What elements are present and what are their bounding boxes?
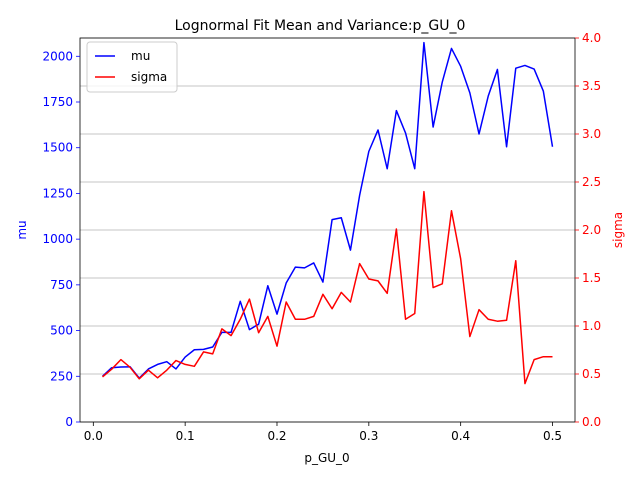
x-tick-label: 0.2	[267, 429, 286, 443]
x-axis: 0.0 0.1 0.2 0.3 0.4 0.5	[84, 422, 562, 443]
x-axis-title: p_GU_0	[304, 451, 349, 465]
y-left-tick-label: 1000	[42, 232, 73, 246]
y-right-tick-label: 1.5	[582, 271, 601, 285]
series-line-sigma	[102, 190, 553, 385]
series-layer	[101, 41, 554, 385]
legend: mu sigma	[86, 41, 178, 93]
chart-title: Lognormal Fit Mean and Variance:p_GU_0	[175, 18, 466, 34]
y-left-tick-label: 250	[50, 369, 73, 383]
legend-box	[86, 41, 178, 93]
y-left-tick-label: 750	[50, 278, 73, 292]
y-right-tick-label: 1.0	[582, 319, 601, 333]
x-tick-label: 0.1	[176, 429, 195, 443]
x-tick-label: 0.5	[543, 429, 562, 443]
y-left-tick-label: 1750	[42, 95, 73, 109]
legend-label-mu: mu	[131, 49, 150, 63]
y-right-tick-label: 2.5	[582, 175, 601, 189]
y-left-tick-label: 0	[65, 415, 73, 429]
y-right-tick-label: 0.5	[582, 367, 601, 381]
x-tick-label: 0.0	[84, 429, 103, 443]
y-left-tick-label: 1250	[42, 186, 73, 200]
legend-label-sigma: sigma	[131, 70, 167, 84]
y-axis-left: 0 250 500 750 1000 1250 1500 1750 2000	[42, 49, 80, 429]
y-right-tick-label: 3.0	[582, 127, 601, 141]
y-left-tick-label: 1500	[42, 141, 73, 155]
y-right-tick-label: 3.5	[582, 79, 601, 93]
y-left-tick-label: 2000	[42, 49, 73, 63]
y-axis-right-title: sigma	[611, 212, 625, 248]
y-axis-left-title: mu	[15, 220, 29, 239]
y-left-tick-label: 500	[50, 324, 73, 338]
x-tick-label: 0.3	[359, 429, 378, 443]
y-right-tick-label: 0.0	[582, 415, 601, 429]
y-right-tick-label: 4.0	[582, 31, 601, 45]
series-line-mu	[101, 41, 554, 379]
x-tick-label: 0.4	[451, 429, 470, 443]
y-right-tick-label: 2.0	[582, 223, 601, 237]
y-axis-right: 0.0 0.5 1.0 1.5 2.0 2.5 3.0 3.5 4.0	[575, 31, 601, 429]
